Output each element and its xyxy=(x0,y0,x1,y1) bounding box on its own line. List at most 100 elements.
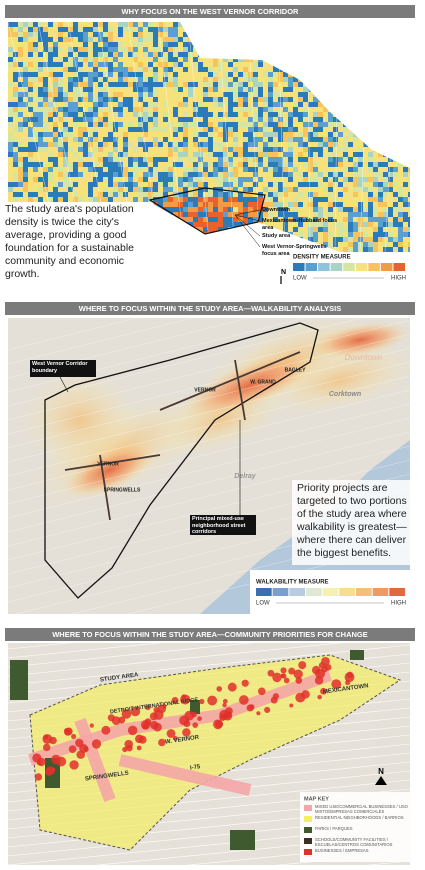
density-cell xyxy=(158,87,163,92)
density-cell xyxy=(328,57,333,62)
density-cell xyxy=(338,87,343,92)
density-cell xyxy=(343,57,348,62)
density-cell xyxy=(218,92,223,97)
density-cell xyxy=(163,212,168,217)
density-cell xyxy=(368,177,373,182)
density-cell xyxy=(178,62,183,67)
density-cell xyxy=(338,137,343,142)
density-cell xyxy=(98,62,103,67)
density-cell xyxy=(48,167,53,172)
density-cell xyxy=(198,67,203,72)
density-cell xyxy=(373,242,378,247)
density-cell xyxy=(348,102,353,107)
density-cell xyxy=(133,62,138,67)
density-cell xyxy=(103,112,108,117)
density-cell xyxy=(58,197,63,202)
priority-dot xyxy=(50,767,56,773)
density-cell xyxy=(128,142,133,147)
density-cell xyxy=(143,137,148,142)
density-cell xyxy=(63,177,68,182)
density-cell xyxy=(388,207,393,212)
density-cell xyxy=(113,117,118,122)
map-key-swatch xyxy=(304,827,312,833)
density-cell xyxy=(173,147,178,152)
density-cell xyxy=(278,57,283,62)
density-cell xyxy=(163,22,168,27)
map-key-bg xyxy=(300,792,412,862)
density-cell xyxy=(303,22,308,27)
density-cell xyxy=(123,87,128,92)
density-cell xyxy=(118,132,123,137)
density-cell xyxy=(33,157,38,162)
density-cell xyxy=(148,37,153,42)
density-cell xyxy=(98,97,103,102)
density-cell xyxy=(383,202,388,207)
density-cell xyxy=(63,32,68,37)
density-cell xyxy=(368,77,373,82)
density-cell xyxy=(193,147,198,152)
density-cell xyxy=(283,82,288,87)
density-cell xyxy=(98,77,103,82)
density-cell xyxy=(233,137,238,142)
density-cell xyxy=(408,172,410,177)
density-cell xyxy=(148,112,153,117)
density-cell xyxy=(213,197,218,202)
density-cell xyxy=(378,202,383,207)
density-cell xyxy=(253,132,258,137)
density-cell xyxy=(323,117,328,122)
density-cell xyxy=(88,172,93,177)
density-cell xyxy=(68,87,73,92)
density-cell xyxy=(123,77,128,82)
density-cell xyxy=(113,187,118,192)
density-cell xyxy=(133,177,138,182)
density-cell xyxy=(348,132,353,137)
density-cell xyxy=(183,247,188,252)
density-cell xyxy=(208,242,213,247)
density-cell xyxy=(338,127,343,132)
density-cell xyxy=(218,207,223,212)
density-cell xyxy=(313,202,318,207)
density-cell xyxy=(93,77,98,82)
density-cell xyxy=(63,172,68,177)
density-cell xyxy=(178,157,183,162)
density-cell xyxy=(263,137,268,142)
density-cell xyxy=(118,107,123,112)
density-cell xyxy=(148,87,153,92)
density-cell xyxy=(298,67,303,72)
density-cell xyxy=(113,67,118,72)
density-cell xyxy=(383,67,388,72)
density-cell xyxy=(158,162,163,167)
density-cell xyxy=(163,112,168,117)
density-cell xyxy=(333,57,338,62)
density-cell xyxy=(128,182,133,187)
density-cell xyxy=(303,157,308,162)
density-cell xyxy=(283,152,288,157)
density-cell xyxy=(263,202,268,207)
density-cell xyxy=(148,142,153,147)
density-cell xyxy=(158,47,163,52)
density-cell xyxy=(223,87,228,92)
density-cell xyxy=(58,27,63,32)
density-cell xyxy=(348,162,353,167)
density-cell xyxy=(113,97,118,102)
density-cell xyxy=(248,197,253,202)
legend-swatch xyxy=(293,263,305,271)
map-key-label: PARKS / PARQUES xyxy=(315,826,353,831)
priority-dot xyxy=(311,665,321,675)
density-cell xyxy=(373,37,378,42)
legend-high: HIGH xyxy=(391,276,406,282)
density-cell xyxy=(363,212,368,217)
density-cell xyxy=(153,92,158,97)
density-cell xyxy=(298,77,303,82)
density-cell xyxy=(138,37,143,42)
density-cell xyxy=(153,172,158,177)
density-cell xyxy=(213,242,218,247)
density-cell xyxy=(343,202,348,207)
density-cell xyxy=(238,82,243,87)
density-cell xyxy=(218,237,223,242)
density-cell xyxy=(208,162,213,167)
priority-dot xyxy=(222,702,227,708)
density-cell xyxy=(258,52,263,57)
density-cell xyxy=(218,27,223,32)
density-cell xyxy=(148,102,153,107)
